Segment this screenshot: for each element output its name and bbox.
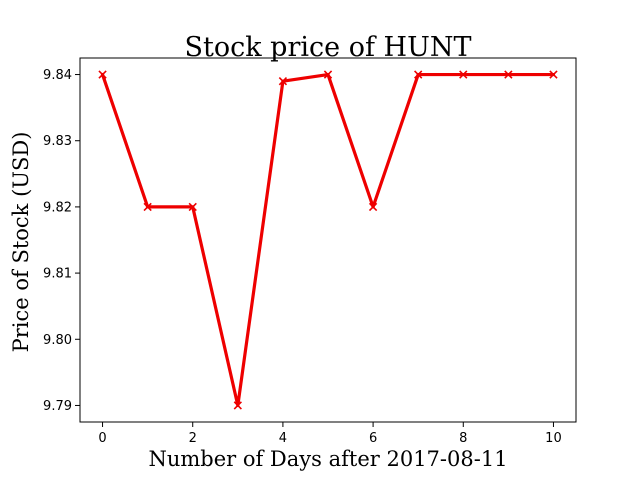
- plot-area-group: 0 2 4 6 8 10 9.79 9.80 9.81 9.82 9.83 9.84: [43, 57, 577, 446]
- x-tick-label: 8: [459, 431, 467, 446]
- x-tick-label: 4: [279, 431, 287, 446]
- price-series-line: [100, 72, 556, 408]
- y-tick-label: 9.82: [43, 200, 72, 215]
- data-point-marker: [459, 70, 468, 79]
- data-point-marker: [549, 70, 558, 79]
- data-point-marker: [188, 202, 197, 212]
- data-point-marker: [504, 70, 513, 79]
- x-axis-label: Number of Days after 2017-08-11: [148, 447, 507, 471]
- data-point-marker: [323, 70, 333, 79]
- y-tick-label: 9.84: [43, 68, 72, 83]
- data-point-marker: [414, 70, 423, 79]
- y-axis-label: Price of Stock (USD): [9, 132, 33, 353]
- y-tick-label: 9.81: [43, 267, 72, 282]
- data-point-marker: [98, 70, 107, 79]
- data-point-marker: [143, 202, 152, 212]
- data-point-marker: [278, 76, 288, 86]
- data-point-marker: [368, 202, 378, 212]
- plot-frame: [79, 57, 577, 423]
- y-tick-label: 9.83: [43, 134, 72, 149]
- x-tick-label: 0: [98, 431, 106, 446]
- x-tick-label: 2: [189, 431, 197, 446]
- x-tick-label: 10: [545, 431, 562, 446]
- y-tick-label: 9.79: [43, 399, 72, 414]
- x-tick-label: 6: [369, 431, 377, 446]
- data-point-marker: [233, 401, 242, 410]
- y-tick-label: 9.80: [43, 333, 72, 348]
